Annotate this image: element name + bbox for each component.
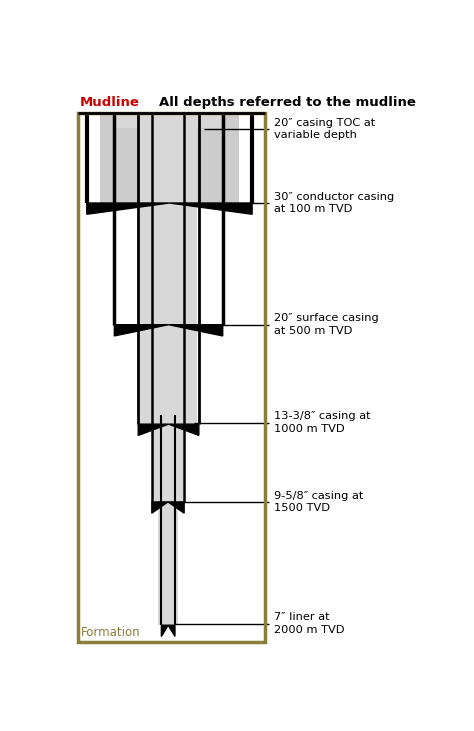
Text: Mudline: Mudline xyxy=(80,96,139,108)
Bar xyxy=(153,113,183,502)
Bar xyxy=(138,113,199,424)
Polygon shape xyxy=(138,424,169,436)
Polygon shape xyxy=(169,203,252,214)
Text: 7″ liner at
2000 m TVD: 7″ liner at 2000 m TVD xyxy=(274,613,345,635)
Bar xyxy=(100,113,239,203)
Bar xyxy=(114,113,223,325)
Bar xyxy=(158,414,178,625)
Polygon shape xyxy=(169,424,199,436)
Text: 9-5/8″ casing at
1500 TVD: 9-5/8″ casing at 1500 TVD xyxy=(274,491,364,513)
Text: 30″ conductor casing
at 100 m TVD: 30″ conductor casing at 100 m TVD xyxy=(274,192,394,214)
Polygon shape xyxy=(168,625,175,637)
Bar xyxy=(78,113,265,642)
Bar xyxy=(87,113,252,203)
Bar xyxy=(152,113,184,502)
Polygon shape xyxy=(168,502,184,513)
Polygon shape xyxy=(87,203,169,214)
Text: Formation: Formation xyxy=(82,626,141,640)
Polygon shape xyxy=(152,502,168,513)
Text: 20″ casing TOC at
variable depth: 20″ casing TOC at variable depth xyxy=(274,118,375,140)
Text: All depths referred to the mudline: All depths referred to the mudline xyxy=(159,96,416,108)
Text: 13-3/8″ casing at
1000 m TVD: 13-3/8″ casing at 1000 m TVD xyxy=(274,412,371,433)
Bar xyxy=(116,113,221,128)
Polygon shape xyxy=(169,325,223,336)
Bar xyxy=(140,113,197,424)
Polygon shape xyxy=(161,625,168,637)
Text: 20″ surface casing
at 500 m TVD: 20″ surface casing at 500 m TVD xyxy=(274,314,379,336)
Bar xyxy=(161,414,175,625)
Polygon shape xyxy=(114,325,169,336)
